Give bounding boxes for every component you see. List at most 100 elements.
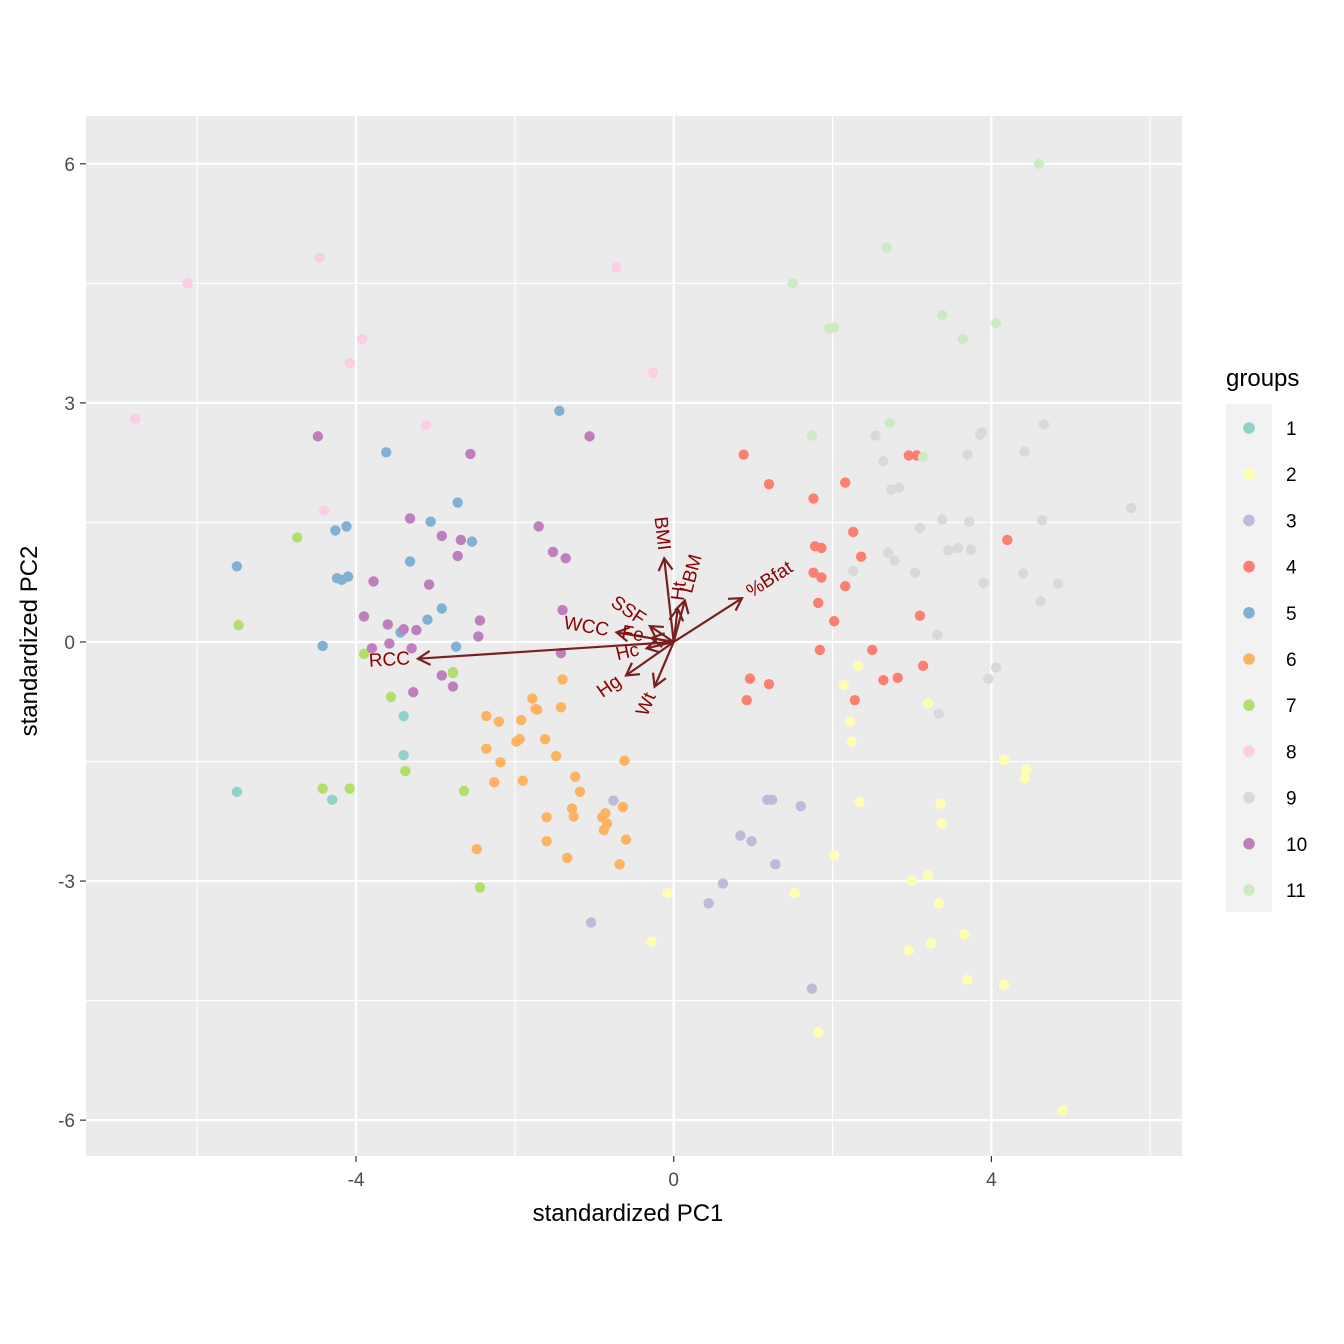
point-group-2	[854, 796, 865, 808]
point-group-3	[746, 836, 757, 847]
point-group-7	[358, 648, 370, 660]
point-group-4	[763, 679, 775, 690]
legend-key-8	[1243, 745, 1255, 758]
legend-label-11: 11	[1286, 881, 1306, 902]
y-tick-label: -3	[58, 872, 75, 893]
legend: groups 1 2 3 4 5 6 7 8 9 10 11	[1226, 365, 1307, 912]
point-group-9	[978, 577, 989, 589]
point-group-2	[998, 754, 1010, 766]
point-group-11	[881, 242, 892, 253]
point-group-8	[314, 252, 325, 264]
point-group-3	[766, 794, 778, 805]
point-group-1	[398, 710, 409, 722]
point-group-10	[436, 530, 448, 542]
point-group-4	[816, 572, 827, 583]
point-group-6	[489, 777, 500, 788]
arrowhead	[649, 632, 666, 648]
point-group-9	[894, 482, 905, 493]
point-group-5	[466, 536, 478, 547]
point-group-2	[998, 979, 1010, 990]
arrowhead	[727, 596, 744, 612]
point-group-6	[566, 803, 578, 814]
point-group-6	[557, 674, 568, 685]
x-axis-title: standardized PC1	[533, 1200, 724, 1227]
point-group-7	[474, 882, 486, 893]
legend-key-6	[1243, 653, 1255, 665]
point-group-10	[455, 534, 467, 546]
point-group-9	[965, 544, 976, 555]
point-group-10	[473, 631, 484, 642]
point-group-5	[330, 525, 341, 536]
y-tick-label: 0	[64, 633, 75, 654]
point-group-10	[474, 615, 486, 626]
point-group-8	[647, 367, 659, 378]
point-group-9	[943, 545, 954, 556]
point-group-9	[963, 516, 975, 527]
point-group-4	[816, 542, 827, 554]
legend-label-6: 6	[1286, 650, 1297, 671]
point-group-10	[312, 431, 324, 442]
point-group-3	[795, 800, 806, 812]
arrowhead	[415, 650, 432, 666]
point-group-10	[384, 638, 395, 649]
point-group-6	[601, 818, 613, 829]
point-group-8	[130, 413, 141, 425]
point-group-2	[922, 870, 934, 881]
point-group-9	[933, 708, 945, 719]
legend-label-8: 8	[1286, 742, 1297, 763]
point-group-8	[420, 420, 432, 431]
point-group-6	[481, 743, 492, 754]
point-group-2	[935, 798, 946, 809]
point-group-8	[344, 357, 355, 369]
point-group-10	[447, 681, 459, 692]
point-group-5	[422, 614, 433, 625]
point-group-6	[614, 859, 625, 870]
y-axis-ticks: -6 -3 0 3 6	[58, 155, 86, 1132]
legend-key-7	[1243, 699, 1255, 711]
arrow-label: Fe	[620, 622, 646, 647]
point-group-10	[411, 624, 422, 636]
point-group-2	[1019, 773, 1030, 784]
point-group-6	[555, 702, 567, 713]
point-group-5	[317, 640, 328, 652]
point-group-4	[855, 551, 867, 562]
point-group-6	[550, 750, 562, 762]
point-group-10	[358, 611, 370, 622]
arrow-label: Hc	[614, 640, 641, 666]
point-group-5	[425, 516, 436, 527]
point-group-4	[878, 675, 889, 686]
point-group-4	[808, 567, 819, 578]
legend-items: 1 2 3 4 5 6 7 8 9 10 11	[1243, 419, 1307, 902]
point-group-2	[846, 736, 857, 747]
point-group-11	[884, 417, 895, 429]
point-group-7	[400, 765, 411, 777]
point-group-10	[408, 686, 419, 698]
arrowhead	[668, 606, 685, 622]
legend-key-3	[1243, 514, 1255, 527]
point-group-6	[568, 811, 579, 822]
point-group-2	[852, 660, 864, 672]
y-axis-title: standardized PC2	[16, 546, 43, 737]
point-group-4	[840, 580, 851, 592]
point-group-6	[495, 757, 506, 768]
point-group-9	[936, 514, 948, 525]
point-group-9	[914, 522, 926, 534]
point-group-10	[452, 550, 463, 562]
arrow-bfat	[673, 597, 743, 643]
point-group-11	[828, 321, 840, 333]
point-group-10	[398, 624, 409, 635]
y-tick-label: 3	[64, 394, 75, 415]
point-group-5	[452, 497, 463, 508]
point-group-6	[527, 693, 538, 704]
point-group-7	[385, 691, 397, 703]
point-group-2	[789, 887, 800, 899]
point-group-8	[182, 278, 193, 289]
point-group-9	[909, 567, 921, 578]
point-group-4	[1002, 534, 1013, 546]
point-group-7	[292, 532, 303, 543]
point-group-1	[327, 794, 338, 805]
point-group-2	[925, 938, 937, 949]
point-group-11	[787, 278, 799, 289]
point-group-4	[828, 616, 840, 627]
